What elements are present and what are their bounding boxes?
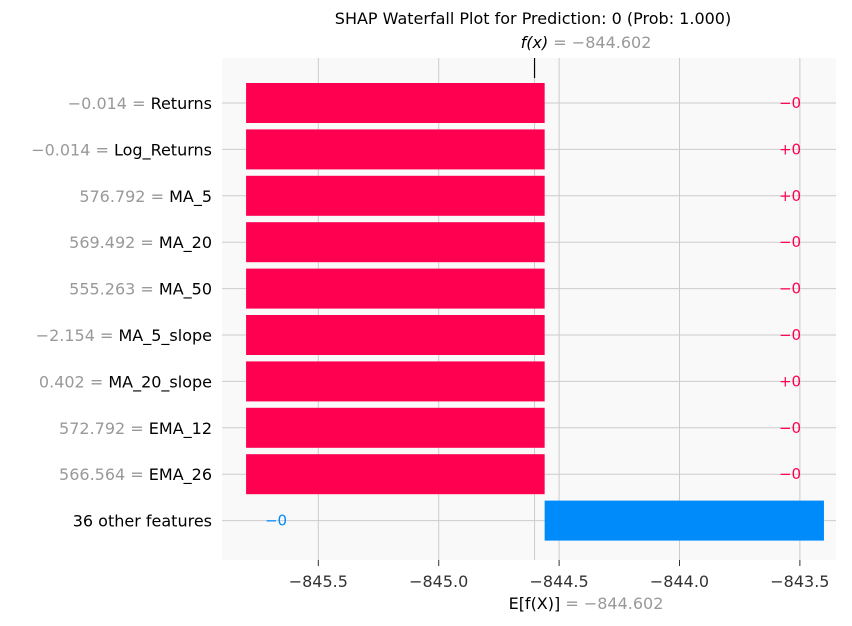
ex-label: E[f(X)] bbox=[509, 594, 561, 613]
feature-name: EMA_26 bbox=[149, 465, 212, 485]
waterfall-bar bbox=[246, 407, 545, 448]
contribution-label: −0 bbox=[779, 465, 801, 483]
feature-value: 569.492 bbox=[69, 233, 135, 252]
feature-equals: = bbox=[85, 372, 109, 391]
waterfall-bar bbox=[246, 129, 545, 170]
feature-name: 36 other features bbox=[73, 512, 212, 531]
y-feature-label: 569.492 = MA_20 bbox=[69, 233, 212, 253]
feature-equals: = bbox=[127, 94, 151, 113]
feature-name: Log_Returns bbox=[114, 140, 212, 160]
contribution-label: −0 bbox=[779, 94, 801, 112]
contribution-label: −0 bbox=[779, 326, 801, 344]
y-feature-label: −0.014 = Log_Returns bbox=[31, 140, 212, 160]
fx-value: −844.602 bbox=[572, 33, 652, 52]
feature-equals: = bbox=[90, 140, 114, 159]
feature-name: EMA_12 bbox=[149, 419, 212, 439]
y-feature-label: 572.792 = EMA_12 bbox=[59, 419, 212, 439]
chart-title: SHAP Waterfall Plot for Prediction: 0 (P… bbox=[335, 9, 731, 28]
x-tick-label: −843.5 bbox=[770, 572, 829, 591]
feature-value: −2.154 bbox=[36, 326, 95, 345]
waterfall-bar bbox=[246, 454, 545, 495]
contribution-label: −0 bbox=[779, 280, 801, 298]
y-feature-label: 566.564 = EMA_26 bbox=[59, 465, 212, 485]
fx-annotation: f(x) = −844.602 bbox=[521, 33, 652, 52]
x-tick-label: −845.5 bbox=[289, 572, 348, 591]
ex-annotation: E[f(X)] = −844.602 bbox=[509, 594, 664, 613]
feature-equals: = bbox=[135, 233, 159, 252]
feature-name: MA_20_slope bbox=[108, 372, 212, 392]
y-feature-label: −2.154 = MA_5_slope bbox=[36, 326, 212, 346]
y-feature-label: 0.402 = MA_20_slope bbox=[39, 372, 212, 392]
waterfall-bar bbox=[246, 222, 545, 263]
waterfall-bar bbox=[246, 268, 545, 309]
contribution-label: −0 bbox=[779, 233, 801, 251]
feature-value: 555.263 bbox=[69, 280, 135, 299]
feature-name: MA_5_slope bbox=[119, 326, 213, 346]
feature-equals: = bbox=[125, 465, 149, 484]
waterfall-bar bbox=[544, 500, 824, 541]
feature-equals: = bbox=[135, 280, 159, 299]
contribution-label: +0 bbox=[779, 372, 801, 390]
x-tick-label: −845.0 bbox=[409, 572, 468, 591]
feature-equals: = bbox=[125, 419, 149, 438]
y-feature-label: 555.263 = MA_50 bbox=[69, 280, 212, 300]
feature-equals: = bbox=[145, 187, 169, 206]
labels-layer: −845.5 −845.0 −844.5 −844.0 −843.5 −0.014 = R… bbox=[31, 94, 829, 591]
feature-value: 572.792 bbox=[59, 419, 125, 438]
feature-value: 0.402 bbox=[39, 372, 85, 391]
waterfall-bar bbox=[246, 361, 545, 402]
feature-equals: = bbox=[95, 326, 119, 345]
x-tick-label: −844.5 bbox=[529, 572, 588, 591]
feature-value: 576.792 bbox=[79, 187, 145, 206]
feature-name: MA_50 bbox=[159, 280, 212, 300]
feature-value: −0.014 bbox=[68, 94, 127, 113]
bars-layer bbox=[246, 83, 824, 541]
contribution-label: +0 bbox=[779, 140, 801, 158]
ex-equals: = bbox=[565, 594, 584, 613]
feature-name: Returns bbox=[151, 94, 212, 113]
waterfall-bar bbox=[246, 175, 545, 216]
y-feature-label: 576.792 = MA_5 bbox=[79, 187, 212, 207]
fx-equals: = bbox=[553, 33, 572, 52]
ex-value: −844.602 bbox=[584, 594, 664, 613]
contribution-label: −0 bbox=[265, 512, 287, 530]
feature-value: 566.564 bbox=[59, 465, 125, 484]
feature-name: MA_5 bbox=[169, 187, 212, 207]
x-tick-label: −844.0 bbox=[650, 572, 709, 591]
feature-name: MA_20 bbox=[159, 233, 212, 253]
waterfall-bar bbox=[246, 315, 545, 355]
y-feature-label: −0.014 = Returns bbox=[68, 94, 212, 113]
fx-label: f(x) bbox=[521, 33, 549, 52]
contribution-label: +0 bbox=[779, 187, 801, 205]
feature-value: −0.014 bbox=[31, 140, 90, 159]
y-feature-label: 36 other features bbox=[73, 512, 212, 531]
contribution-label: −0 bbox=[779, 419, 801, 437]
waterfall-bar bbox=[246, 83, 545, 123]
